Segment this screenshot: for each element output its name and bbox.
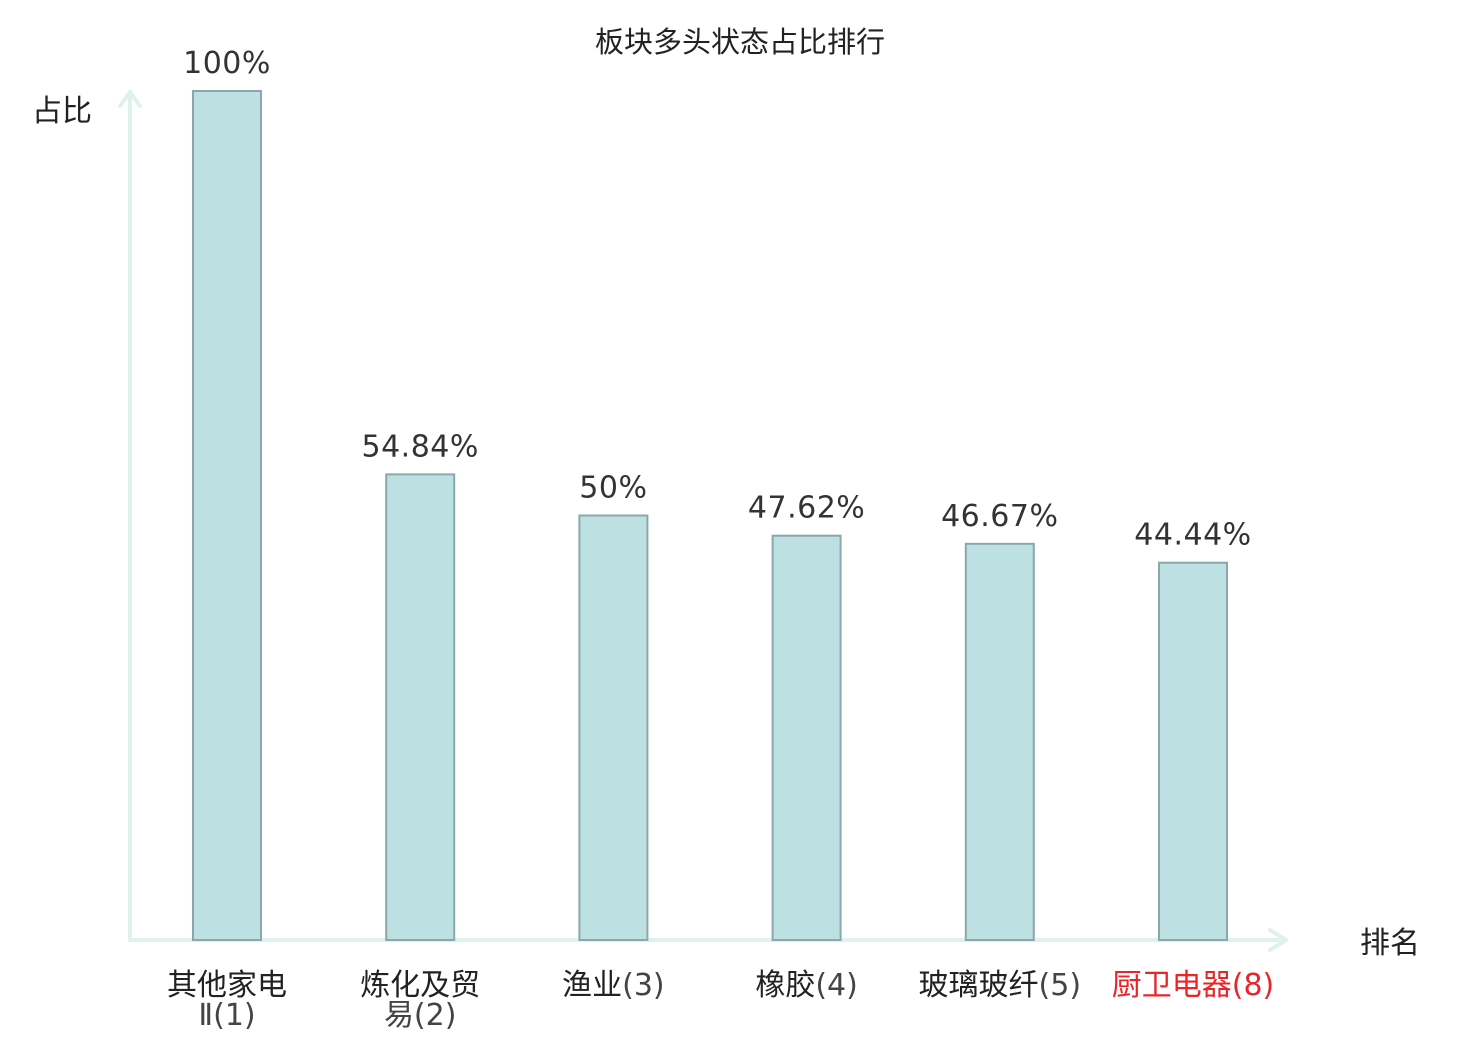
category-label-3: 渔业(3) <box>562 968 665 1003</box>
category-name: 玻璃玻纤 <box>919 968 1039 1003</box>
value-label-2: 54.84% <box>362 429 479 464</box>
value-label-4: 47.62% <box>748 491 865 526</box>
y-axis-arrow <box>118 90 142 108</box>
bar-5 <box>964 542 1035 941</box>
category-rank: Ⅱ(1) <box>198 998 255 1033</box>
category-label-4: 橡胶(4) <box>755 968 858 1003</box>
category-rank: (8) <box>1232 968 1275 1003</box>
category-labels: 其他家电 Ⅱ(1) 炼化及贸易(2) 渔业(3) 橡胶(4) 玻璃玻纤(5) 厨卫电器(8) <box>167 968 1274 1033</box>
category-name: 橡胶 <box>755 968 815 1003</box>
category-name: 厨卫电器 <box>1112 968 1232 1003</box>
value-label-6: 44.44% <box>1134 518 1251 553</box>
bar-4 <box>771 534 842 941</box>
axes <box>118 90 1288 952</box>
chart-title: 板块多头状态占比排行 <box>595 25 885 59</box>
category-name: 其他家电 <box>167 968 287 1003</box>
category-label-2: 炼化及贸易(2) <box>360 968 480 1033</box>
value-label-5: 46.67% <box>941 499 1058 534</box>
category-rank: (5) <box>1039 968 1082 1003</box>
value-label-3: 50% <box>579 471 647 506</box>
category-rank: (3) <box>622 968 665 1003</box>
category-rank: 易(2) <box>384 998 457 1033</box>
category-rank: (4) <box>815 968 858 1003</box>
bar-1 <box>192 90 262 941</box>
category-name: 炼化及贸 <box>360 968 480 1003</box>
category-label-6: 厨卫电器(8) <box>1112 968 1275 1003</box>
bar-3 <box>578 514 649 941</box>
y-axis-label: 占比 <box>32 94 92 129</box>
value-label-1: 100% <box>183 46 271 81</box>
category-label-1: 其他家电 Ⅱ(1) <box>167 968 287 1033</box>
bar-6 <box>1158 561 1228 941</box>
x-axis-arrow <box>1268 928 1288 952</box>
bar-2 <box>385 473 456 941</box>
category-label-5: 玻璃玻纤(5) <box>919 968 1082 1003</box>
bar-series <box>192 90 1228 941</box>
x-axis-label: 排名 <box>1360 926 1420 961</box>
value-labels: 100% 54.84% 50% 47.62% 46.67% 44.44% <box>183 46 1251 553</box>
category-name: 渔业 <box>562 968 622 1003</box>
